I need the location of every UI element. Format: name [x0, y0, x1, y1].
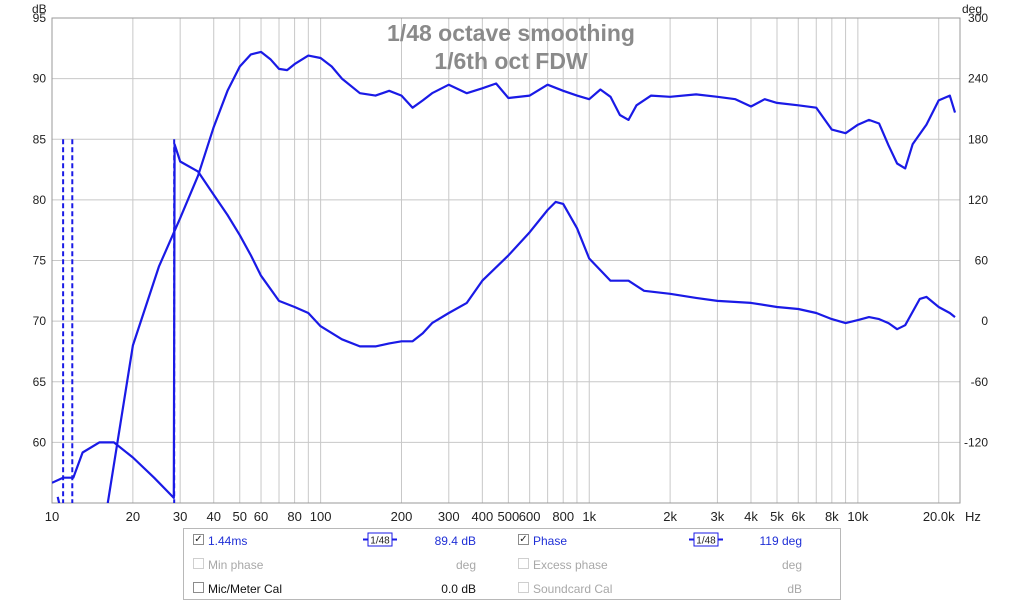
x-tick-label: 5k: [770, 509, 784, 524]
y-left-tick-label: 75: [33, 254, 47, 268]
y-right-tick-label: 300: [968, 11, 988, 25]
y-right-tick-label: 60: [975, 254, 989, 268]
svg-text:1/48: 1/48: [696, 536, 716, 547]
legend-row-spl: ✓ 1.44ms 1/48 89.4 dB ✓ Phase 1/48 119 d…: [184, 531, 840, 551]
y-left-tick-label: 85: [33, 132, 47, 146]
phase-trace-label: Phase: [533, 534, 568, 548]
x-tick-label: 800: [552, 509, 574, 524]
x-tick-label: 6k: [791, 509, 805, 524]
x-tick-label: 20: [126, 509, 140, 524]
y-left-tick-labels: 60 65 70 75 80 85 90 95: [33, 11, 47, 449]
phase-smoothing-icon[interactable]: 1/48: [688, 532, 724, 547]
series-layer: [52, 50, 957, 503]
legend-panel: ✓ 1.44ms 1/48 89.4 dB ✓ Phase 1/48 119 d…: [183, 528, 841, 600]
legend-row-cal: Mic/Meter Cal 0.0 dB Soundcard Cal dB: [184, 579, 840, 599]
x-tick-label: 600: [519, 509, 541, 524]
soundcard-cal-value: dB: [787, 582, 802, 596]
y-left-tick-label: 70: [33, 314, 47, 328]
excess-phase-checkbox[interactable]: [518, 558, 529, 569]
soundcard-cal-label: Soundcard Cal: [533, 582, 613, 596]
x-tick-label: 60: [254, 509, 268, 524]
plot-frame: [51, 17, 961, 504]
x-unit: Hz: [965, 509, 981, 524]
x-tick-labels: 10 20 30 40 50 60 80 100 200 300 400 500 600 800 1k 2k 3…: [45, 509, 955, 524]
x-tick-label: 10k: [847, 509, 868, 524]
spl-series-line: [56, 50, 957, 503]
x-tick-label: 1k: [582, 509, 596, 524]
y-left-tick-label: 65: [33, 375, 47, 389]
x-tick-label: 20.0k: [923, 509, 955, 524]
spl-checkbox[interactable]: ✓: [193, 534, 204, 545]
mic-cal-checkbox[interactable]: [193, 582, 204, 593]
y-right-tick-labels: -120 -60 0 60 120 180 240 300: [964, 11, 988, 449]
grid-lines: [51, 17, 960, 503]
soundcard-cal-checkbox[interactable]: [518, 582, 529, 593]
spl-trace-label: 1.44ms: [208, 534, 248, 548]
x-tick-label: 4k: [744, 509, 758, 524]
min-phase-checkbox[interactable]: [193, 558, 204, 569]
y-right-tick-label: 120: [968, 193, 988, 207]
y-right-tick-label: -120: [964, 435, 988, 449]
mic-cal-value: 0.0 dB: [441, 582, 476, 596]
x-tick-label: 100: [310, 509, 332, 524]
x-tick-label: 300: [438, 509, 460, 524]
phase-checkbox[interactable]: ✓: [518, 534, 529, 545]
x-tick-label: 200: [391, 509, 413, 524]
x-tick-label: 500: [498, 509, 520, 524]
chart-title: 1/48 octave smoothing: [387, 20, 635, 46]
min-phase-label: Min phase: [208, 558, 264, 572]
y-right-tick-label: 180: [968, 132, 988, 146]
x-tick-label: 10: [45, 509, 59, 524]
x-tick-label: 40: [206, 509, 220, 524]
x-tick-label: 80: [287, 509, 301, 524]
y-right-unit: deg: [962, 2, 982, 16]
legend-row-minphase: Min phase deg Excess phase deg: [184, 555, 840, 575]
y-left-tick-label: 90: [33, 72, 47, 86]
spl-smoothing-icon[interactable]: 1/48: [362, 532, 398, 547]
svg-text:1/48: 1/48: [370, 536, 390, 547]
y-left-tick-label: 60: [33, 435, 47, 449]
y-right-tick-label: 0: [981, 314, 988, 328]
y-right-tick-label: -60: [971, 375, 989, 389]
x-tick-label: 30: [173, 509, 187, 524]
phase-value: 119 deg: [759, 534, 803, 548]
x-tick-label: 8k: [825, 509, 839, 524]
mic-cal-label: Mic/Meter Cal: [208, 582, 283, 596]
y-left-unit: dB: [32, 2, 47, 16]
frequency-response-chart: 10 20 30 40 50 60 80 100 200 300 400 500 600 800 1k 2k 3…: [32, 2, 988, 524]
x-tick-label: 50: [233, 509, 247, 524]
y-right-tick-label: 240: [968, 72, 988, 86]
min-phase-value: deg: [455, 558, 476, 572]
x-tick-label: 400: [471, 509, 493, 524]
chart-subtitle: 1/6th oct FDW: [434, 48, 588, 74]
x-tick-label: 3k: [711, 509, 725, 524]
x-tick-label: 2k: [663, 509, 677, 524]
excess-phase-value: deg: [781, 558, 802, 572]
y-left-tick-label: 80: [33, 193, 47, 207]
spl-value: 89.4 dB: [434, 534, 476, 548]
phase-series-line: [52, 143, 956, 499]
excess-phase-label: Excess phase: [533, 558, 608, 572]
y-left-tick-label: 95: [33, 11, 47, 25]
